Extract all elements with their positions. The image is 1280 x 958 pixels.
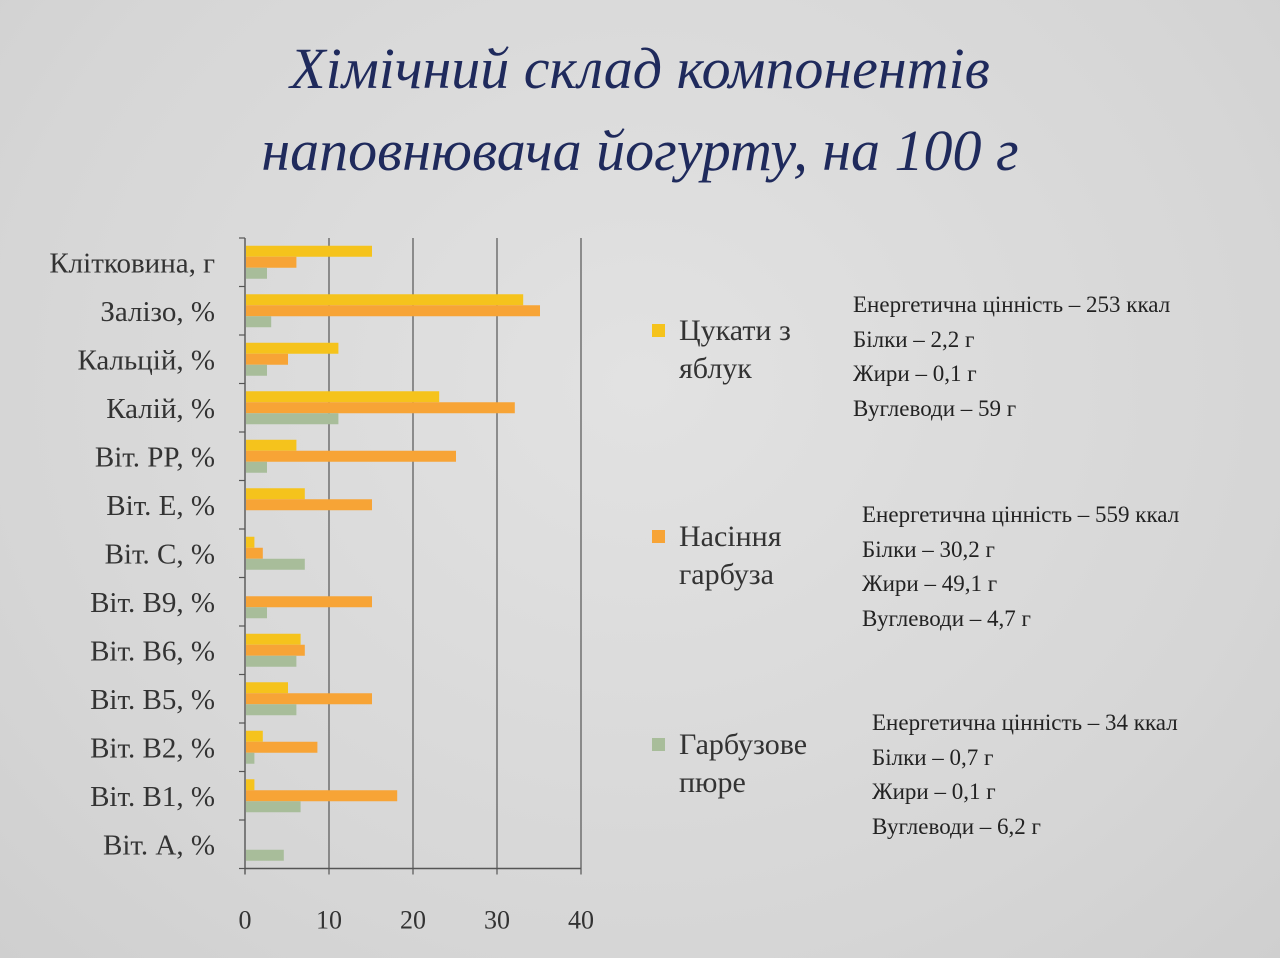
y-tick-label: Віт. E, % — [106, 490, 215, 522]
info-block-2: Енергетична цінність – 559 ккал Білки – … — [862, 498, 1179, 636]
info-1-carbs: Вуглеводи – 59 г — [853, 395, 1017, 421]
bar-1 — [246, 245, 372, 257]
bar-1 — [246, 633, 301, 645]
bar-1 — [246, 730, 263, 742]
bar-1 — [246, 342, 339, 354]
x-tick-label-30: 30 — [484, 906, 510, 935]
info-3-carbs: Вуглеводи – 6,2 г — [872, 813, 1041, 839]
bar-3 — [246, 413, 339, 425]
y-tick-label: Залізо, % — [100, 296, 215, 328]
y-tick-label: Віт. B6, % — [90, 635, 215, 667]
info-2-fat: Жири – 49,1 г — [862, 571, 998, 596]
bar-3 — [246, 316, 272, 328]
x-tick-label-20: 20 — [400, 906, 426, 935]
bar-3 — [246, 704, 297, 716]
info-2-carbs: Вуглеводи – 4,7 г — [862, 605, 1031, 631]
bar-1 — [246, 439, 297, 451]
legend-swatch-3 — [652, 738, 665, 751]
y-tick-label: Віт. A, % — [103, 829, 215, 861]
bar-1 — [246, 294, 524, 306]
legend-item-3: Гарбузове пюре — [652, 726, 829, 802]
bar-3 — [246, 364, 267, 376]
bar-3 — [246, 267, 267, 279]
x-tick-label-40: 40 — [568, 906, 594, 935]
bar-2 — [246, 547, 263, 559]
bar-2 — [246, 790, 398, 802]
x-tick-label-10: 10 — [316, 906, 342, 935]
bar-2 — [246, 256, 297, 268]
info-1-protein: Білки – 2,2 г — [853, 326, 975, 352]
legend-swatch-1 — [652, 324, 665, 337]
y-tick-label: Віт. C, % — [105, 538, 215, 570]
y-tick-label: Віт. B5, % — [90, 684, 215, 716]
y-tick-label: Віт. PP, % — [95, 441, 215, 473]
title-line-1: Хімічний склад компонентів — [290, 36, 990, 101]
legend-label-1: Цукати з яблук — [679, 314, 791, 385]
legend-item-1: Цукати з яблук — [652, 312, 829, 388]
legend-swatch-2 — [652, 530, 665, 543]
bar-1 — [246, 779, 255, 791]
info-3-fat: Жири – 0,1 г — [872, 779, 996, 804]
bar-3 — [246, 461, 267, 473]
info-3-protein: Білки – 0,7 г — [872, 744, 994, 770]
bar-2 — [246, 450, 456, 462]
title-line-2: наповнювача йогурту, на 100 г — [261, 118, 1019, 183]
bar-2 — [246, 499, 372, 511]
bar-1 — [246, 536, 255, 548]
info-block-1: Енергетична цінність – 253 ккал Білки – … — [853, 288, 1170, 426]
bar-2 — [246, 693, 372, 705]
bar-2 — [246, 644, 305, 656]
bar-2 — [246, 402, 515, 414]
info-2-protein: Білки – 30,2 г — [862, 536, 995, 562]
y-tick-label: Клітковина, г — [49, 247, 215, 279]
info-2-energy: Енергетична цінність – 559 ккал — [862, 502, 1180, 527]
bar-3 — [246, 655, 297, 667]
info-block-3: Енергетична цінність – 34 ккал Білки – 0… — [872, 706, 1178, 844]
legend-item-2: Насіння гарбуза — [652, 518, 829, 594]
bar-2 — [246, 596, 372, 608]
bar-2 — [246, 353, 288, 365]
info-3-energy: Енергетична цінність – 34 ккал — [872, 710, 1178, 735]
bar-3 — [246, 752, 255, 764]
bar-3 — [246, 801, 301, 813]
bar-1 — [246, 682, 288, 694]
bar-1 — [246, 488, 305, 500]
legend-label-2: Насіння гарбуза — [679, 520, 782, 591]
bar-3 — [246, 849, 284, 861]
bar-2 — [246, 305, 540, 317]
legend-label-3: Гарбузове пюре — [679, 728, 808, 799]
y-tick-label: Віт. B9, % — [90, 587, 215, 619]
chart-title: Хімічний склад компонентів наповнювача й… — [0, 28, 1280, 192]
info-1-fat: Жири – 0,1 г — [853, 361, 977, 386]
bar-2 — [246, 741, 318, 753]
y-tick-label: Віт. B1, % — [90, 781, 215, 813]
bar-3 — [246, 558, 305, 570]
y-tick-label: Кальцій, % — [77, 344, 215, 376]
y-tick-label: Віт. B2, % — [90, 732, 215, 764]
info-1-energy: Енергетична цінність – 253 ккал — [853, 292, 1171, 317]
bar-1 — [246, 391, 440, 403]
x-tick-label-0: 0 — [239, 906, 252, 935]
y-tick-label: Калій, % — [106, 393, 215, 425]
bar-3 — [246, 607, 267, 619]
